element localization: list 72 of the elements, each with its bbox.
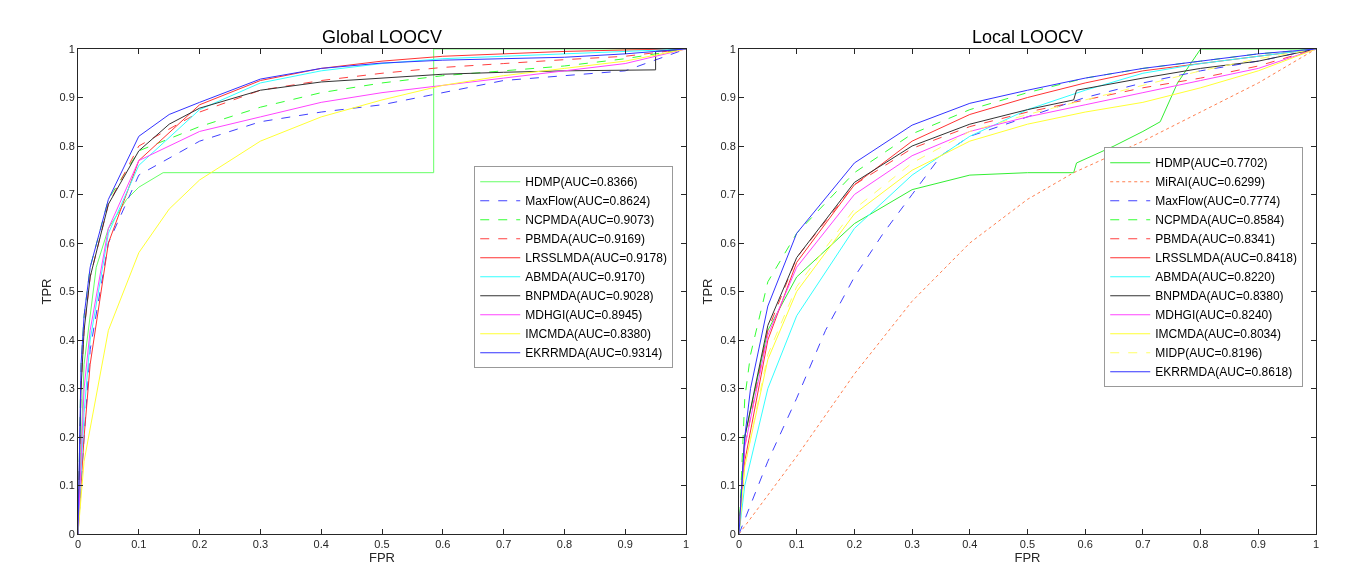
x-tick-label: 0.5 (374, 538, 390, 551)
y-tick-label: 0 (729, 527, 736, 540)
y-tick-label: 0.9 (720, 91, 736, 104)
x-tick-label: 0.6 (1077, 538, 1093, 551)
x-axis-title: FPR (1014, 550, 1041, 566)
legend-label: LRSSLMDA(AUC=0.8418) (1155, 251, 1297, 266)
y-tick-label: 0.6 (59, 236, 75, 249)
y-tick-label: 0 (68, 527, 75, 540)
legend-label: ABMDA(AUC=0.9170) (525, 270, 645, 285)
y-tick-label: 0.1 (59, 479, 75, 492)
y-axis-title: TPR (700, 278, 716, 305)
y-tick-label: 1 (68, 42, 75, 55)
y-tick-label: 0.7 (720, 188, 736, 201)
y-tick-label: 0.1 (720, 479, 736, 492)
x-tick-label: 0.3 (904, 538, 920, 551)
x-tick-label: 0.8 (1192, 538, 1209, 551)
legend-label: BNPMDA(AUC=0.8380) (1155, 289, 1284, 304)
legend-label: MDHGI(AUC=0.8240) (1155, 308, 1273, 323)
x-tick-label: 0.2 (846, 538, 863, 551)
x-tick-label: 0.9 (1250, 538, 1266, 551)
legend-label: MaxFlow(AUC=0.7774) (1155, 194, 1281, 209)
legend-label: ABMDA(AUC=0.8220) (1155, 270, 1275, 285)
x-tick-label: 0.8 (556, 538, 573, 551)
legend-label: IMCMDA(AUC=0.8034) (1155, 327, 1281, 342)
x-axis-title: FPR (369, 550, 395, 566)
x-tick-label: 0.7 (1135, 538, 1151, 551)
legend-label: PBMDA(AUC=0.8341) (1155, 232, 1275, 247)
line-series (78, 49, 686, 534)
legend-label: MaxFlow(AUC=0.8624) (525, 194, 651, 209)
legend-label: LRSSLMDA(AUC=0.9178) (525, 251, 667, 266)
y-tick-label: 0.7 (59, 188, 75, 201)
legend-label: HDMP(AUC=0.8366) (525, 175, 638, 190)
x-tick-label: 1 (1312, 538, 1320, 551)
x-tick-label: 1 (682, 538, 690, 551)
legend-label: MIDP(AUC=0.8196) (1155, 346, 1263, 361)
y-tick-label: 0.4 (720, 333, 736, 346)
x-tick-label: 0.4 (313, 538, 329, 551)
y-tick-label: 0.2 (59, 430, 75, 443)
x-tick-label: 0.1 (131, 538, 147, 551)
chart-title: Global LOOCV (322, 27, 443, 47)
y-tick-label: 0.3 (59, 382, 75, 395)
legend-label: IMCMDA(AUC=0.8380) (525, 327, 651, 342)
x-tick-label: 0.1 (789, 538, 805, 551)
legend-label: PBMDA(AUC=0.9169) (525, 232, 645, 247)
x-tick-label: 0.2 (191, 538, 208, 551)
legend-label: EKRRMDA(AUC=0.8618) (1155, 365, 1293, 380)
y-tick-label: 0.6 (720, 236, 736, 249)
x-tick-label: 0.6 (435, 538, 451, 551)
y-tick-label: 0.5 (720, 285, 736, 298)
legend-label: MiRAI(AUC=0.6299) (1155, 175, 1265, 190)
x-tick-label: 0.5 (1019, 538, 1036, 551)
y-tick-label: 0.8 (59, 139, 75, 152)
y-tick-label: 1 (729, 42, 736, 55)
y-tick-label: 0.8 (720, 139, 736, 152)
chart-title: Local LOOCV (972, 27, 1084, 47)
y-tick-label: 0.4 (59, 333, 75, 346)
y-tick-label: 0.2 (720, 430, 736, 443)
y-tick-label: 0.5 (59, 285, 75, 298)
y-axis-title: TPR (39, 278, 55, 305)
legend-label: BNPMDA(AUC=0.9028) (525, 289, 654, 304)
line-series (739, 49, 1316, 534)
x-tick-label: 0.3 (252, 538, 269, 551)
legend-label: NCPMDA(AUC=0.9073) (525, 213, 655, 228)
y-tick-label: 0.9 (59, 91, 75, 104)
legend-label: NCPMDA(AUC=0.8584) (1155, 213, 1285, 228)
x-tick-label: 0.9 (617, 538, 633, 551)
x-tick-label: 0.7 (495, 538, 512, 551)
legend-label: MDHGI(AUC=0.8945) (525, 308, 643, 323)
legend-label: HDMP(AUC=0.7702) (1155, 156, 1268, 171)
legend-label: EKRRMDA(AUC=0.9314) (525, 346, 663, 361)
y-tick-label: 0.3 (720, 382, 736, 395)
x-tick-label: 0.4 (962, 538, 978, 551)
